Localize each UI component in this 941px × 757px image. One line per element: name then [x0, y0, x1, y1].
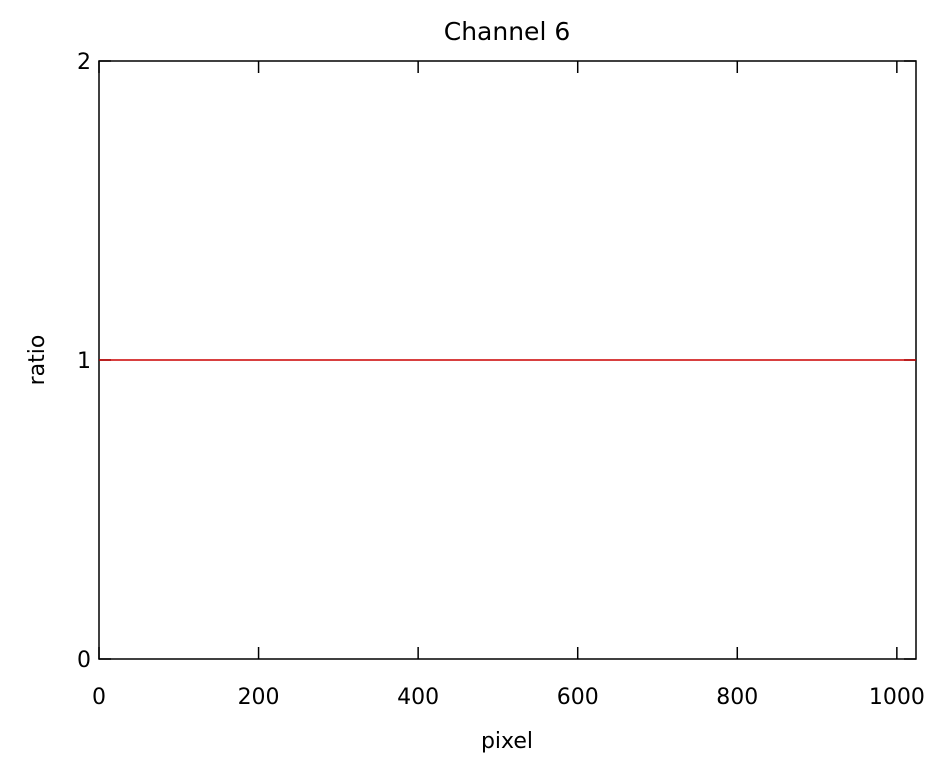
y-tick-label: 0 — [77, 648, 91, 673]
y-tick-label: 2 — [77, 50, 91, 75]
y-tick-label: 1 — [77, 349, 91, 374]
x-tick-label: 600 — [557, 685, 599, 710]
x-axis: 0 200 400 600 800 1000 — [92, 61, 925, 710]
x-axis-label: pixel — [481, 729, 533, 754]
x-tick-label: 200 — [238, 685, 280, 710]
y-axis: 0 1 2 — [77, 50, 916, 673]
x-tick-label: 400 — [397, 685, 439, 710]
x-tick-label: 0 — [92, 685, 106, 710]
x-tick-label: 1000 — [869, 685, 925, 710]
chart-title: Channel 6 — [444, 17, 571, 46]
y-axis-label: ratio — [25, 335, 50, 386]
x-tick-label: 800 — [716, 685, 758, 710]
